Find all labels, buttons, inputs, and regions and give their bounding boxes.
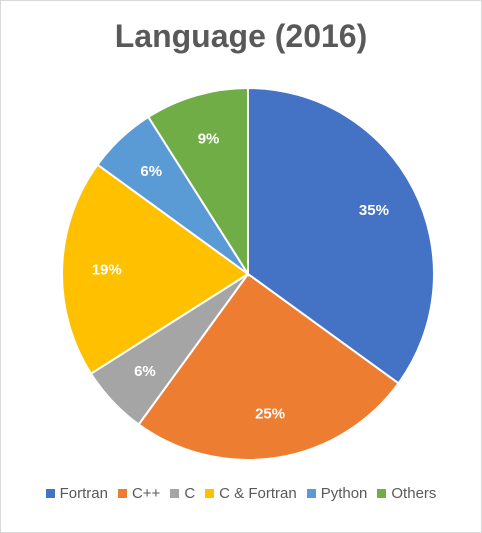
- data-label: 6%: [140, 163, 162, 180]
- legend-item: C & Fortran: [205, 485, 297, 502]
- legend-item: Others: [377, 485, 436, 502]
- legend-item: C: [170, 485, 195, 502]
- legend-swatch: [377, 489, 387, 498]
- legend-label: Others: [391, 485, 437, 502]
- legend-swatch: [117, 489, 127, 498]
- pie-slice-fortran: [247, 86, 435, 385]
- data-label: 25%: [255, 406, 285, 423]
- data-label: 6%: [134, 363, 156, 380]
- legend-label: C: [184, 485, 196, 502]
- data-label: 35%: [359, 202, 389, 219]
- legend: Fortran C++ C C & Fortran Python Others: [0, 485, 482, 502]
- legend-label: Fortran: [59, 485, 108, 502]
- legend-label: C++: [131, 485, 161, 502]
- legend-swatch: [205, 489, 215, 498]
- legend-label: C & Fortran: [219, 485, 297, 502]
- data-label: 9%: [198, 130, 220, 147]
- pie-slice-c-fortran: [61, 163, 250, 376]
- legend-swatch: [170, 489, 180, 498]
- legend-item: C++: [117, 485, 161, 502]
- pie-slice-c-: [137, 272, 400, 461]
- legend-item: Fortran: [45, 485, 108, 502]
- legend-item: Python: [306, 485, 368, 502]
- legend-swatch: [45, 489, 55, 498]
- legend-label: Python: [320, 485, 368, 502]
- chart-title: Language (2016): [114, 18, 368, 54]
- pie-slice-others: [146, 86, 249, 278]
- legend-swatch: [306, 489, 316, 498]
- data-label: 19%: [92, 262, 122, 279]
